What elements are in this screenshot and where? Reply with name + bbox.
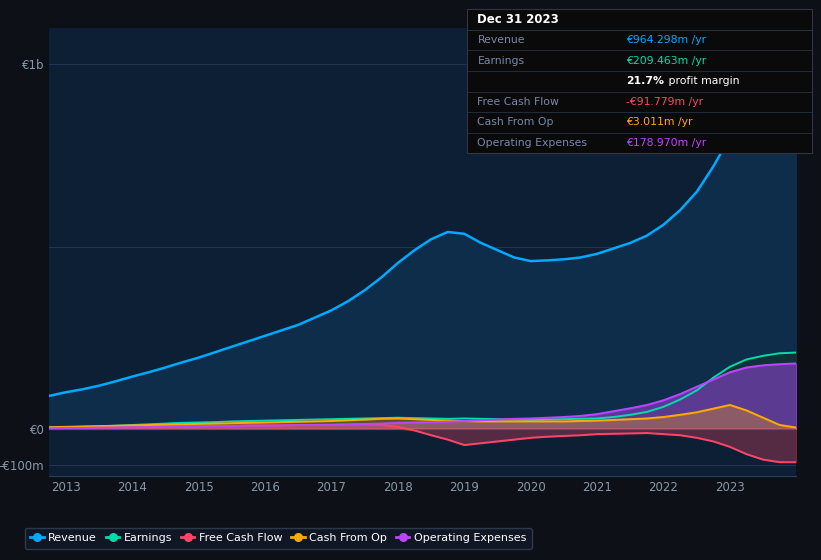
Text: profit margin: profit margin xyxy=(665,76,740,86)
Text: €209.463m /yr: €209.463m /yr xyxy=(626,55,706,66)
Text: €3.011m /yr: €3.011m /yr xyxy=(626,118,692,128)
Text: Cash From Op: Cash From Op xyxy=(478,118,554,128)
Text: Free Cash Flow: Free Cash Flow xyxy=(478,97,559,107)
Legend: Revenue, Earnings, Free Cash Flow, Cash From Op, Operating Expenses: Revenue, Earnings, Free Cash Flow, Cash … xyxy=(25,528,532,549)
Text: €964.298m /yr: €964.298m /yr xyxy=(626,35,706,45)
Text: Earnings: Earnings xyxy=(478,55,525,66)
Text: 21.7%: 21.7% xyxy=(626,76,663,86)
Text: Revenue: Revenue xyxy=(478,35,525,45)
Text: -€91.779m /yr: -€91.779m /yr xyxy=(626,97,703,107)
Text: €178.970m /yr: €178.970m /yr xyxy=(626,138,706,148)
Text: Dec 31 2023: Dec 31 2023 xyxy=(478,13,559,26)
Text: Operating Expenses: Operating Expenses xyxy=(478,138,588,148)
